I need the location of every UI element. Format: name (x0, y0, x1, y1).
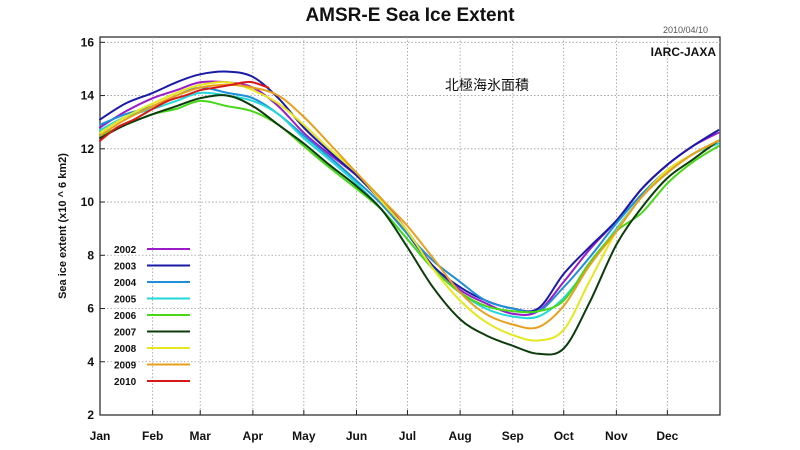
japanese-title: 北極海氷面積 (445, 77, 529, 93)
legend-label-2009: 2009 (114, 361, 137, 372)
series-line-2009 (99, 83, 720, 330)
x-tick-label: Jul (399, 429, 416, 443)
legend-label-2007: 2007 (114, 328, 137, 339)
y-tick-label: 16 (81, 35, 95, 49)
y-tick-label: 2 (87, 408, 94, 422)
chart-title: AMSR-E Sea Ice Extent (305, 5, 515, 26)
x-tick-label: Nov (605, 429, 628, 443)
y-tick-label: 14 (81, 89, 95, 103)
x-tick-label: Dec (656, 429, 678, 443)
series-line-2005 (99, 91, 720, 320)
y-tick-label: 4 (87, 355, 94, 369)
legend-label-2002: 2002 (114, 245, 137, 256)
y-axis-label: Sea ice extent (x10 ^ 6 km2) (57, 153, 69, 299)
series-line-2004 (99, 86, 720, 314)
x-tick-label: May (292, 429, 316, 443)
x-tick-label: Jan (90, 429, 111, 443)
x-tick-label: Aug (448, 429, 471, 443)
x-tick-label: Oct (554, 429, 574, 443)
series-layer (99, 70, 720, 356)
date-stamp: 2010/04/10 (663, 25, 709, 35)
legend-label-2003: 2003 (114, 262, 137, 273)
y-tick-label: 6 (87, 302, 94, 316)
x-tick-label: Apr (243, 429, 264, 443)
x-tick-label: Jun (346, 429, 367, 443)
y-tick-label: 10 (81, 195, 95, 209)
series-line-2003 (99, 70, 720, 313)
legend-label-2006: 2006 (114, 311, 137, 322)
tick-layer: 2 4 6 8 10 12 14 16 Jan Feb Mar Apr May Jun Jul Aug Sep O… (81, 35, 679, 443)
y-tick-label: 12 (81, 142, 95, 156)
x-tick-label: Mar (190, 429, 212, 443)
x-tick-label: Sep (502, 429, 524, 443)
series-line-2007 (99, 94, 720, 356)
legend-label-2005: 2005 (114, 295, 137, 306)
x-tick-label: Feb (142, 429, 163, 443)
legend-label-2010: 2010 (114, 377, 137, 388)
legend-label-2008: 2008 (114, 344, 137, 355)
plot-frame (99, 36, 721, 416)
source-label: IARC-JAXA (651, 45, 717, 59)
series-line-2006 (99, 99, 720, 314)
legend: 2002 2003 2004 2005 2006 2007 2008 2009 2010 (114, 245, 190, 388)
series-line-2002 (99, 80, 720, 317)
y-tick-label: 8 (87, 248, 94, 262)
legend-label-2004: 2004 (114, 278, 137, 289)
series-line-2010 (99, 80, 270, 142)
